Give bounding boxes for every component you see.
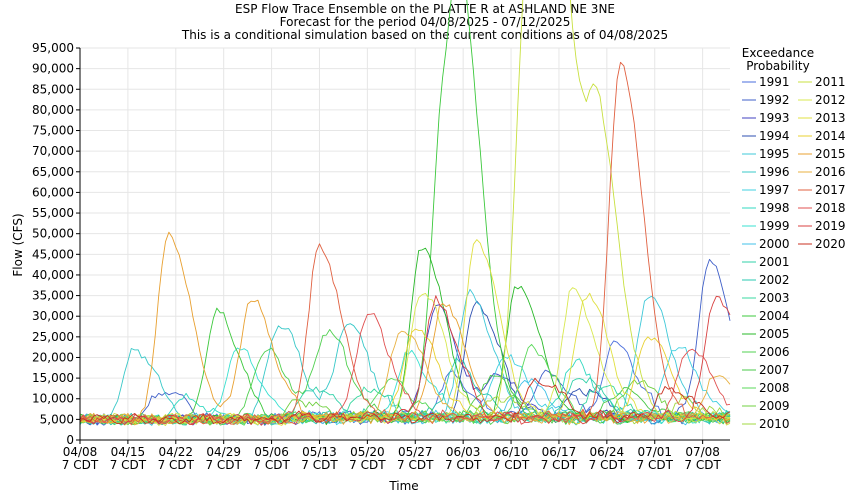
legend-label-2011: 2011: [815, 75, 846, 89]
legend-label-2010: 2010: [759, 417, 790, 431]
y-tick-label: 75,000: [32, 124, 74, 138]
x-tick-label-time: 7 CDT: [62, 458, 99, 472]
x-tick-label-date: 04/08: [63, 445, 98, 459]
legend-label-2013: 2013: [815, 111, 846, 125]
x-tick-label-time: 7 CDT: [253, 458, 290, 472]
x-tick-label-date: 05/27: [398, 445, 433, 459]
grid-lines: [79, 47, 730, 441]
y-tick-label: 20,000: [32, 350, 74, 364]
y-tick-label: 40,000: [32, 268, 74, 282]
chart-title: ESP Flow Trace Ensemble on the PLATTE R …: [235, 2, 615, 16]
y-tick-label: 60,000: [32, 185, 74, 199]
legend-label-2008: 2008: [759, 381, 790, 395]
y-tick-label: 0: [66, 433, 74, 447]
series-line-1998: [79, 358, 731, 425]
x-tick-label-date: 04/15: [111, 445, 146, 459]
x-tick-label-date: 07/01: [637, 445, 672, 459]
legend-label-1998: 1998: [759, 201, 790, 215]
legend-label-2006: 2006: [759, 345, 790, 359]
legend-label-2020: 2020: [815, 237, 846, 251]
x-tick-label-time: 7 CDT: [493, 458, 530, 472]
legend-label-2018: 2018: [815, 201, 846, 215]
x-tick-label-date: 05/13: [302, 445, 337, 459]
legend-title-line-1: Exceedance: [742, 46, 814, 60]
y-tick-label: 85,000: [32, 82, 74, 96]
y-tick-label: 30,000: [32, 309, 74, 323]
x-tick-label-time: 7 CDT: [158, 458, 195, 472]
x-tick-label-date: 04/22: [158, 445, 193, 459]
legend-label-2017: 2017: [815, 183, 846, 197]
y-tick-label: 5,000: [40, 412, 74, 426]
legend-label-2009: 2009: [759, 399, 790, 413]
legend-label-1992: 1992: [759, 93, 790, 107]
legend-label-1994: 1994: [759, 129, 790, 143]
y-tick-label: 35,000: [32, 289, 74, 303]
legend-label-1993: 1993: [759, 111, 790, 125]
chart-subtitle-2: This is a conditional simulation based o…: [181, 28, 668, 42]
series-lines: [79, 0, 731, 426]
legend-title-line-2: Probability: [746, 59, 809, 73]
y-tick-label: 95,000: [32, 41, 74, 55]
legend-label-2004: 2004: [759, 309, 790, 323]
legend-label-1997: 1997: [759, 183, 790, 197]
legend-label-2000: 2000: [759, 237, 790, 251]
chart-subtitle: Forecast for the period 04/08/2025 - 07/…: [280, 15, 571, 29]
x-axis-label: Time: [388, 479, 418, 493]
legend-label-1999: 1999: [759, 219, 790, 233]
x-tick-label-time: 7 CDT: [541, 458, 578, 472]
series-line-2017: [79, 61, 731, 426]
legend-label-2007: 2007: [759, 363, 790, 377]
y-tick-label: 10,000: [32, 392, 74, 406]
y-tick-label: 65,000: [32, 165, 74, 179]
x-tick-label-date: 06/10: [494, 445, 529, 459]
x-tick-label-time: 7 CDT: [205, 458, 242, 472]
y-tick-label: 55,000: [32, 206, 74, 220]
x-tick-label-time: 7 CDT: [349, 458, 386, 472]
legend-label-2019: 2019: [815, 219, 846, 233]
x-tick-label-time: 7 CDT: [397, 458, 434, 472]
x-tick-label-time: 7 CDT: [589, 458, 626, 472]
x-tick-label-time: 7 CDT: [637, 458, 674, 472]
legend-label-2005: 2005: [759, 327, 790, 341]
x-tick-label-time: 7 CDT: [445, 458, 482, 472]
y-axis-label: Flow (CFS): [11, 213, 25, 276]
x-tick-label-date: 06/17: [542, 445, 577, 459]
legend-label-2012: 2012: [815, 93, 846, 107]
series-line-2020: [79, 377, 731, 425]
legend: Exceedance Probability 1991 1992 1993 1994 1…: [742, 46, 846, 431]
x-tick-label-date: 06/03: [446, 445, 481, 459]
legend-label-1995: 1995: [759, 147, 790, 161]
x-tick-label-date: 07/08: [685, 445, 720, 459]
chart-titles: ESP Flow Trace Ensemble on the PLATTE R …: [181, 2, 668, 42]
y-tick-label: 90,000: [32, 62, 74, 76]
legend-label-2003: 2003: [759, 291, 790, 305]
x-tick-label-time: 7 CDT: [110, 458, 147, 472]
legend-label-2002: 2002: [759, 273, 790, 287]
legend-label-2014: 2014: [815, 129, 846, 143]
axes: [79, 48, 730, 441]
x-tick-label-date: 05/06: [254, 445, 289, 459]
x-tick-label-time: 7 CDT: [684, 458, 721, 472]
legend-label-2015: 2015: [815, 147, 846, 161]
legend-label-1991: 1991: [759, 75, 790, 89]
y-tick-label: 45,000: [32, 247, 74, 261]
x-tick-label-time: 7 CDT: [301, 458, 338, 472]
y-tick-label: 25,000: [32, 330, 74, 344]
y-tick-label: 80,000: [32, 103, 74, 117]
x-tick-label-date: 04/29: [206, 445, 241, 459]
y-tick-labels: 0 5,000 10,000 15,000 20,000 25,000 30,000 35,0…: [32, 41, 80, 447]
series-line-2007: [79, 375, 731, 426]
y-tick-label: 15,000: [32, 371, 74, 385]
legend-label-2001: 2001: [759, 255, 790, 269]
x-tick-label-date: 05/20: [350, 445, 385, 459]
y-tick-label: 70,000: [32, 144, 74, 158]
y-tick-label: 50,000: [32, 227, 74, 241]
x-tick-label-date: 06/24: [590, 445, 625, 459]
legend-label-2016: 2016: [815, 165, 846, 179]
legend-label-1996: 1996: [759, 165, 790, 179]
